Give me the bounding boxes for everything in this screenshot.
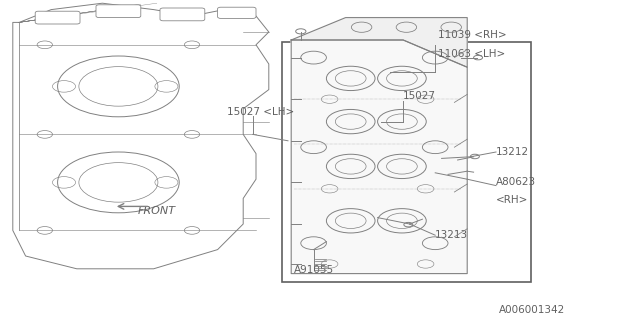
- Text: 11063 <LH>: 11063 <LH>: [438, 49, 506, 60]
- FancyBboxPatch shape: [96, 5, 141, 18]
- FancyBboxPatch shape: [160, 8, 205, 21]
- Polygon shape: [291, 18, 467, 67]
- FancyBboxPatch shape: [35, 11, 80, 24]
- Text: 13212: 13212: [496, 147, 529, 157]
- Text: FRONT: FRONT: [138, 206, 175, 216]
- Text: 13213: 13213: [435, 230, 468, 240]
- Text: A006001342: A006001342: [499, 305, 566, 316]
- Text: 11039 <RH>: 11039 <RH>: [438, 30, 507, 40]
- Text: 15027: 15027: [403, 91, 436, 101]
- Bar: [282, 42, 531, 282]
- Text: A91055: A91055: [294, 265, 335, 276]
- Polygon shape: [291, 40, 467, 274]
- FancyBboxPatch shape: [218, 7, 256, 19]
- Text: 15027 <LH>: 15027 <LH>: [227, 107, 294, 117]
- Text: <RH>: <RH>: [496, 195, 529, 205]
- Text: A80623: A80623: [496, 177, 536, 188]
